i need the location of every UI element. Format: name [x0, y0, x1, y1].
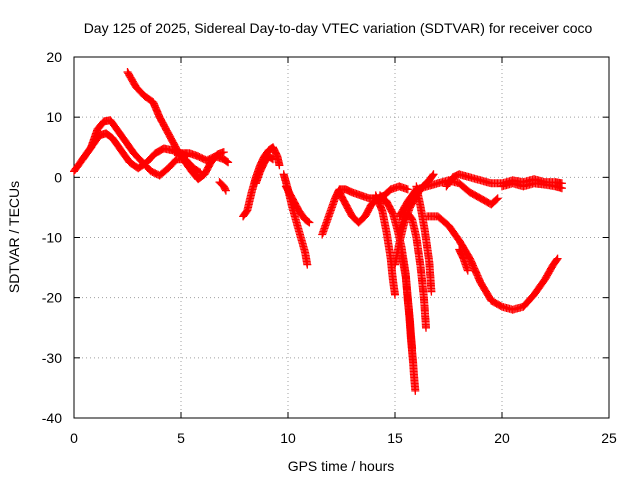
data-point	[275, 161, 284, 170]
data-point	[391, 290, 399, 299]
y-tick-label: -30	[42, 350, 62, 366]
data-point	[269, 155, 277, 164]
series-track-22	[455, 245, 472, 275]
y-tick-label: -40	[42, 410, 62, 426]
x-axis-label: GPS time / hours	[288, 458, 395, 474]
x-tick-label: 0	[70, 430, 78, 446]
series-track-7	[251, 152, 277, 188]
series-track-11	[335, 188, 391, 227]
x-tick-label: 15	[387, 430, 403, 446]
series-track-2	[78, 116, 205, 180]
chart-title: Day 125 of 2025, Sidereal Day-to-day VTE…	[84, 20, 593, 36]
data-point	[422, 323, 430, 332]
data-point	[427, 287, 436, 296]
data-point	[403, 185, 412, 194]
data-point	[268, 154, 276, 163]
data-point	[221, 185, 230, 194]
x-tick-label: 20	[494, 430, 510, 446]
data-markers	[70, 68, 566, 395]
series-track-17	[412, 182, 436, 296]
y-axis-label: SDTVAR / TECUs	[6, 181, 22, 293]
data-point	[219, 148, 228, 157]
series-track-5	[215, 178, 230, 195]
data-point	[304, 217, 313, 226]
data-point	[429, 170, 438, 179]
y-tick-label: 10	[46, 109, 62, 125]
series-track-8	[279, 170, 312, 269]
data-point	[552, 255, 561, 264]
series-track-4	[170, 148, 233, 167]
y-tick-label: -10	[42, 230, 62, 246]
series-track-6	[239, 143, 284, 221]
series-track-21	[423, 212, 562, 314]
data-point	[411, 386, 420, 395]
data-point	[221, 186, 230, 195]
y-tick-label: 0	[54, 169, 62, 185]
data-point	[223, 157, 231, 166]
data-point	[428, 171, 437, 180]
data-point	[493, 194, 502, 203]
x-tick-label: 10	[280, 430, 296, 446]
grid	[74, 57, 609, 418]
series-track-16	[397, 248, 420, 395]
series-track-18	[395, 176, 502, 221]
data-point	[303, 260, 312, 269]
data-point	[305, 218, 314, 227]
data-point	[224, 158, 233, 167]
x-tick-label: 25	[601, 430, 617, 446]
series-track-15	[395, 209, 430, 332]
data-point	[492, 195, 501, 204]
axis-ticks: 0 5 10 15 20 25 20 10 0 -10 -20 -30 -40	[42, 49, 617, 446]
y-tick-label: 20	[46, 49, 62, 65]
y-tick-label: -20	[42, 290, 62, 306]
data-point	[463, 266, 472, 275]
data-point	[553, 254, 562, 263]
x-tick-label: 5	[177, 430, 185, 446]
series-track-9	[281, 182, 314, 227]
series-track-20	[498, 179, 566, 193]
data-point	[557, 184, 566, 193]
